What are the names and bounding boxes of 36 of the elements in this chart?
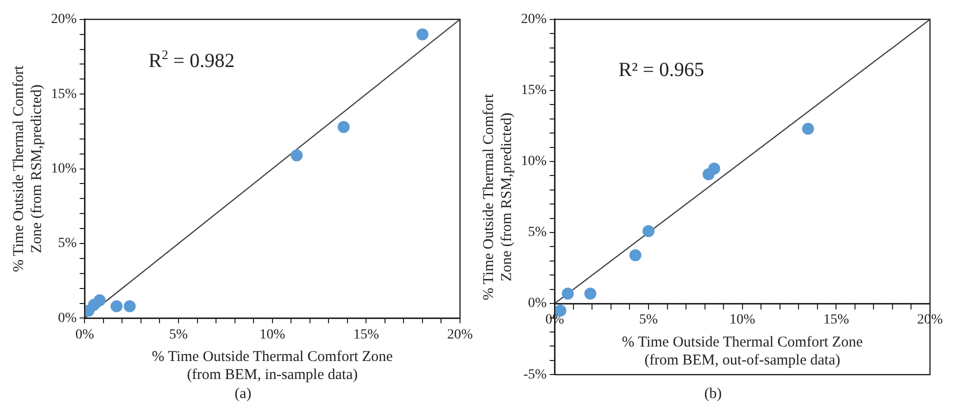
- point: [802, 122, 814, 135]
- y-tick-label: 0%: [528, 296, 547, 312]
- y-tick-label: 5%: [58, 236, 77, 252]
- text: (a): [234, 386, 252, 403]
- point: [124, 300, 136, 312]
- y-tick-label: 15%: [50, 86, 77, 102]
- x-tick-label: 5%: [169, 327, 188, 342]
- y-tick-label: 15%: [520, 83, 547, 98]
- point: [562, 288, 574, 300]
- x-axis-title: % Time Outside Thermal Comfort Zone (from BEM, out-of-sample data): [622, 334, 864, 368]
- y-tick-label: -5%: [523, 367, 547, 382]
- y-axis-title: % Time Outside Thermal Comfort Zone (from RSM,predicted): [10, 64, 45, 272]
- point: [702, 168, 715, 180]
- y-tick-label: 20%: [50, 12, 77, 28]
- point: [629, 249, 642, 262]
- y-tick-label: 10%: [50, 161, 77, 176]
- point: [416, 28, 428, 40]
- y-tick-label: 5%: [528, 225, 547, 240]
- x-tick-label: 15%: [823, 312, 850, 328]
- text: (b): [704, 386, 722, 403]
- y-tick-label: 10%: [520, 154, 547, 170]
- point: [584, 288, 596, 300]
- x-axis-title: % Time Outside Thermal Comfort Zone (from BEM, in-sample data): [152, 348, 394, 383]
- x-tick-label: 15%: [353, 327, 380, 342]
- y-tick-label: 20%: [520, 12, 547, 28]
- x-tick-label: 10%: [729, 312, 756, 328]
- point: [338, 120, 350, 133]
- point: [290, 149, 303, 162]
- x-tick-label: 10%: [259, 327, 286, 342]
- annotation: R² = 0.965: [618, 59, 704, 82]
- x-tick-label: 5%: [639, 312, 658, 328]
- point: [110, 300, 123, 312]
- point: [642, 225, 654, 238]
- y-axis-title: % Time Outside Thermal Comfort Zone (from RSM,predicted): [480, 92, 515, 300]
- x-tick-label: 0%: [75, 327, 94, 342]
- x-tick-label: 20%: [447, 327, 474, 342]
